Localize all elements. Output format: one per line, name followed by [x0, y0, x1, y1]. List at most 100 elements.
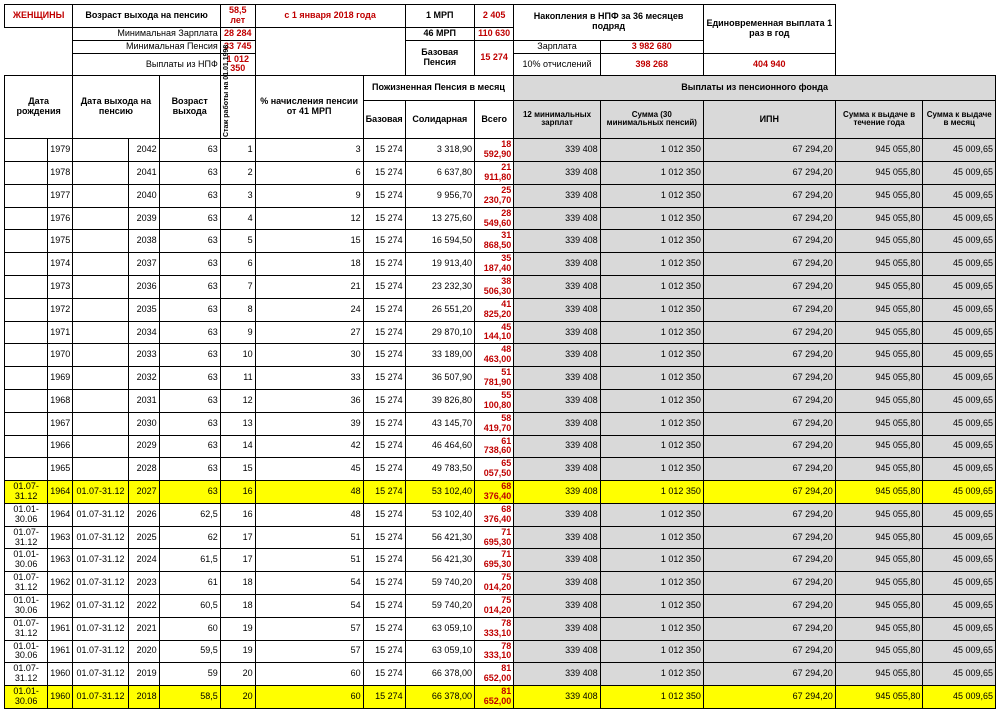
- cell: 15 274: [363, 276, 405, 299]
- once-label: Единовременная выплата 1 раз в год: [703, 5, 835, 54]
- cell: 81 652,00: [474, 686, 513, 709]
- cell: 45 009,65: [923, 298, 996, 321]
- cell: 56 421,30: [405, 526, 474, 549]
- cell: 1965: [48, 458, 73, 481]
- cell: 63: [159, 389, 220, 412]
- cell: 53 102,40: [405, 503, 474, 526]
- cell: 67 294,20: [703, 435, 835, 458]
- cell: 45 009,65: [923, 253, 996, 276]
- cell: 9: [220, 321, 255, 344]
- cell: 945 055,80: [835, 572, 923, 595]
- cell: 15 274: [363, 503, 405, 526]
- cell: 61,5: [159, 549, 220, 572]
- cell: [73, 230, 128, 253]
- npf-payout-label: Выплаты из НПФ: [73, 53, 221, 76]
- col-fund: Выплаты из пенсионного фонда: [514, 76, 996, 100]
- cell: 15 274: [363, 344, 405, 367]
- cell: 29 870,10: [405, 321, 474, 344]
- cell: 7: [220, 276, 255, 299]
- cell: 01.07-31.12: [5, 617, 48, 640]
- cell: 2035: [128, 298, 159, 321]
- cell: 75 014,20: [474, 572, 513, 595]
- cell: 63: [159, 253, 220, 276]
- table-row: 01.07-31.12196001.07-31.12201959206015 2…: [5, 663, 996, 686]
- cell: 63: [159, 162, 220, 185]
- cell: 15 274: [363, 253, 405, 276]
- cell: 945 055,80: [835, 503, 923, 526]
- cell: 1961: [48, 617, 73, 640]
- cell: 67 294,20: [703, 367, 835, 390]
- cell: 1979: [48, 139, 73, 162]
- table-row: 197620396341215 27413 275,6028 549,60339…: [5, 207, 996, 230]
- cell: 1 012 350: [600, 549, 703, 572]
- cell: 339 408: [514, 230, 600, 253]
- col-pct: % начисления пенсии от 41 МРП: [255, 76, 363, 139]
- cell: 21: [255, 276, 363, 299]
- cell: 339 408: [514, 389, 600, 412]
- cell: 78 333,10: [474, 617, 513, 640]
- table-row: 19772040633915 2749 956,7025 230,70339 4…: [5, 184, 996, 207]
- table-row: 19792042631315 2743 318,9018 592,90339 4…: [5, 139, 996, 162]
- cell: 1 012 350: [600, 298, 703, 321]
- cell: 01.07-31.12: [73, 594, 128, 617]
- table-row: 01.07-31.12196301.07-31.12202562175115 2…: [5, 526, 996, 549]
- cell: 45 144,10: [474, 321, 513, 344]
- table-row: 1967203063133915 27443 145,7058 419,7033…: [5, 412, 996, 435]
- cell: 1 012 350: [600, 640, 703, 663]
- cell: 21 911,80: [474, 162, 513, 185]
- cell: 339 408: [514, 344, 600, 367]
- cell: 2029: [128, 435, 159, 458]
- cell: 45 009,65: [923, 503, 996, 526]
- cell: 1 012 350: [600, 412, 703, 435]
- cell: 17: [220, 549, 255, 572]
- table-row: 1966202963144215 27446 464,6061 738,6033…: [5, 435, 996, 458]
- table-row: 01.07-31.12196201.07-31.12202361185415 2…: [5, 572, 996, 595]
- cell: [5, 139, 48, 162]
- cell: 45 009,65: [923, 594, 996, 617]
- cell: 67 294,20: [703, 663, 835, 686]
- base-pension-label: Базовая Пенсия: [405, 40, 474, 76]
- cell: 01.07-31.12: [73, 526, 128, 549]
- cell: 1 012 350: [600, 526, 703, 549]
- table-row: 197120346392715 27429 870,1045 144,10339…: [5, 321, 996, 344]
- cell: 15 274: [363, 412, 405, 435]
- cell: 2025: [128, 526, 159, 549]
- cell: 16: [220, 481, 255, 504]
- pension-table: ЖЕНЩИНЫ Возраст выхода на пенсию 58,5 ле…: [4, 4, 996, 709]
- cell: 45 009,65: [923, 207, 996, 230]
- cell: 62: [159, 526, 220, 549]
- cell: 30: [255, 344, 363, 367]
- cell: [5, 389, 48, 412]
- cell: 01.07-31.12: [5, 481, 48, 504]
- cell: 1 012 350: [600, 321, 703, 344]
- cell: 19 913,40: [405, 253, 474, 276]
- cell: 15 274: [363, 526, 405, 549]
- col-stazh: Стаж работы на 01.01.1998: [220, 76, 255, 139]
- cell: 67 294,20: [703, 686, 835, 709]
- cell: 45 009,65: [923, 572, 996, 595]
- cell: [5, 207, 48, 230]
- cell: 63: [159, 230, 220, 253]
- cell: 1 012 350: [600, 617, 703, 640]
- cell: 67 294,20: [703, 526, 835, 549]
- cell: 1961: [48, 640, 73, 663]
- salary-label: Зарплата: [514, 40, 600, 53]
- cell: 01.01-30.06: [5, 594, 48, 617]
- cell: 945 055,80: [835, 412, 923, 435]
- cell: 2026: [128, 503, 159, 526]
- gender-label: ЖЕНЩИНЫ: [5, 5, 73, 28]
- cell: 945 055,80: [835, 298, 923, 321]
- cell: 15 274: [363, 321, 405, 344]
- cell: 67 294,20: [703, 298, 835, 321]
- cell: 67 294,20: [703, 617, 835, 640]
- cell: 26 551,20: [405, 298, 474, 321]
- cell: 31 868,50: [474, 230, 513, 253]
- cell: 45 009,65: [923, 139, 996, 162]
- cell: 55 100,80: [474, 389, 513, 412]
- cell: 60: [255, 663, 363, 686]
- cell: 945 055,80: [835, 321, 923, 344]
- cell: 63: [159, 481, 220, 504]
- cell: 339 408: [514, 162, 600, 185]
- cell: 1969: [48, 367, 73, 390]
- cell: 1 012 350: [600, 367, 703, 390]
